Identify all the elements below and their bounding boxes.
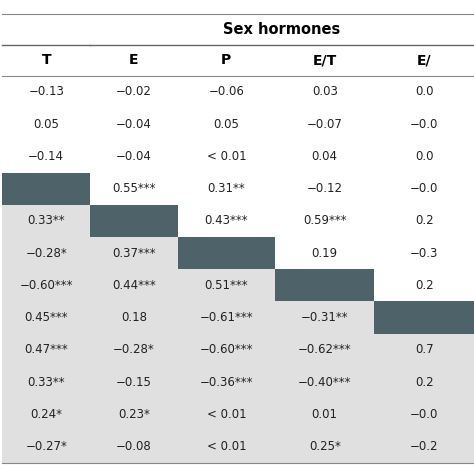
Text: −0.3: −0.3 <box>410 246 438 260</box>
Bar <box>275 366 374 398</box>
Text: 0.25*: 0.25* <box>309 440 341 453</box>
Text: 0.43***: 0.43*** <box>204 214 248 228</box>
Bar <box>178 237 275 269</box>
Text: Sex hormones: Sex hormones <box>223 22 341 37</box>
Text: 0.04: 0.04 <box>312 150 337 163</box>
Text: −0.08: −0.08 <box>116 440 152 453</box>
Text: P: P <box>221 54 231 67</box>
Bar <box>374 430 474 463</box>
Bar <box>90 301 178 334</box>
Text: 0.05: 0.05 <box>33 118 59 131</box>
Text: 0.44***: 0.44*** <box>112 279 156 292</box>
Text: 0.18: 0.18 <box>121 311 147 324</box>
Text: 0.47***: 0.47*** <box>24 343 68 356</box>
Text: −0.28*: −0.28* <box>113 343 155 356</box>
Text: −0.13: −0.13 <box>28 85 64 99</box>
Text: 0.24*: 0.24* <box>30 408 62 421</box>
Text: 0.0: 0.0 <box>415 85 434 99</box>
Text: < 0.01: < 0.01 <box>207 150 246 163</box>
Text: −0.28*: −0.28* <box>25 246 67 260</box>
Bar <box>2 173 90 205</box>
Text: −0.2: −0.2 <box>410 440 438 453</box>
Bar <box>2 205 90 237</box>
Text: 0.0: 0.0 <box>415 150 434 163</box>
Text: −0.04: −0.04 <box>116 118 152 131</box>
Bar <box>2 301 90 334</box>
Bar <box>2 430 90 463</box>
Text: −0.27*: −0.27* <box>25 440 67 453</box>
Text: 0.01: 0.01 <box>312 408 337 421</box>
Bar <box>374 334 474 366</box>
Text: 0.03: 0.03 <box>312 85 337 99</box>
Text: −0.0: −0.0 <box>410 118 438 131</box>
Text: −0.12: −0.12 <box>307 182 343 195</box>
Text: −0.14: −0.14 <box>28 150 64 163</box>
Text: 0.7: 0.7 <box>415 343 434 356</box>
Text: T: T <box>41 54 51 67</box>
Text: −0.0: −0.0 <box>410 182 438 195</box>
Text: −0.60***: −0.60*** <box>19 279 73 292</box>
Text: < 0.01: < 0.01 <box>207 408 246 421</box>
Bar <box>90 334 178 366</box>
Bar <box>90 237 178 269</box>
Bar <box>374 366 474 398</box>
Text: −0.40***: −0.40*** <box>298 375 351 389</box>
Text: 0.45***: 0.45*** <box>24 311 68 324</box>
Text: 0.33**: 0.33** <box>27 214 65 228</box>
Bar <box>178 430 275 463</box>
Bar <box>90 366 178 398</box>
Bar <box>2 366 90 398</box>
Text: −0.62***: −0.62*** <box>298 343 352 356</box>
Bar <box>275 398 374 430</box>
Text: −0.36***: −0.36*** <box>200 375 253 389</box>
Text: 0.31**: 0.31** <box>208 182 245 195</box>
Bar <box>178 398 275 430</box>
Text: −0.07: −0.07 <box>307 118 343 131</box>
Text: −0.0: −0.0 <box>410 408 438 421</box>
Bar <box>2 334 90 366</box>
Text: 0.05: 0.05 <box>213 118 239 131</box>
Bar <box>90 398 178 430</box>
Bar <box>275 430 374 463</box>
Text: E: E <box>129 54 139 67</box>
Bar <box>90 269 178 301</box>
Bar <box>178 301 275 334</box>
Text: −0.60***: −0.60*** <box>200 343 253 356</box>
Bar <box>178 269 275 301</box>
Text: 0.2: 0.2 <box>415 279 434 292</box>
Text: E/: E/ <box>417 54 431 67</box>
Bar <box>90 205 178 237</box>
Text: −0.04: −0.04 <box>116 150 152 163</box>
Text: 0.2: 0.2 <box>415 214 434 228</box>
Text: 0.23*: 0.23* <box>118 408 150 421</box>
Text: −0.06: −0.06 <box>209 85 244 99</box>
Bar <box>178 366 275 398</box>
Text: E/T: E/T <box>312 54 337 67</box>
Bar <box>275 334 374 366</box>
Bar <box>2 237 90 269</box>
Text: −0.31**: −0.31** <box>301 311 348 324</box>
Text: −0.61***: −0.61*** <box>200 311 253 324</box>
Bar <box>275 269 374 301</box>
Bar <box>2 269 90 301</box>
Bar <box>275 301 374 334</box>
Bar <box>374 398 474 430</box>
Text: 0.19: 0.19 <box>311 246 338 260</box>
Bar <box>2 398 90 430</box>
Text: 0.59***: 0.59*** <box>303 214 346 228</box>
Text: 0.37***: 0.37*** <box>112 246 156 260</box>
Bar <box>374 301 474 334</box>
Text: 0.33**: 0.33** <box>27 375 65 389</box>
Text: 0.51***: 0.51*** <box>204 279 248 292</box>
Text: < 0.01: < 0.01 <box>207 440 246 453</box>
Text: 0.2: 0.2 <box>415 375 434 389</box>
Bar <box>90 430 178 463</box>
Text: −0.02: −0.02 <box>116 85 152 99</box>
Bar <box>178 334 275 366</box>
Text: −0.15: −0.15 <box>116 375 152 389</box>
Text: 0.55***: 0.55*** <box>112 182 155 195</box>
